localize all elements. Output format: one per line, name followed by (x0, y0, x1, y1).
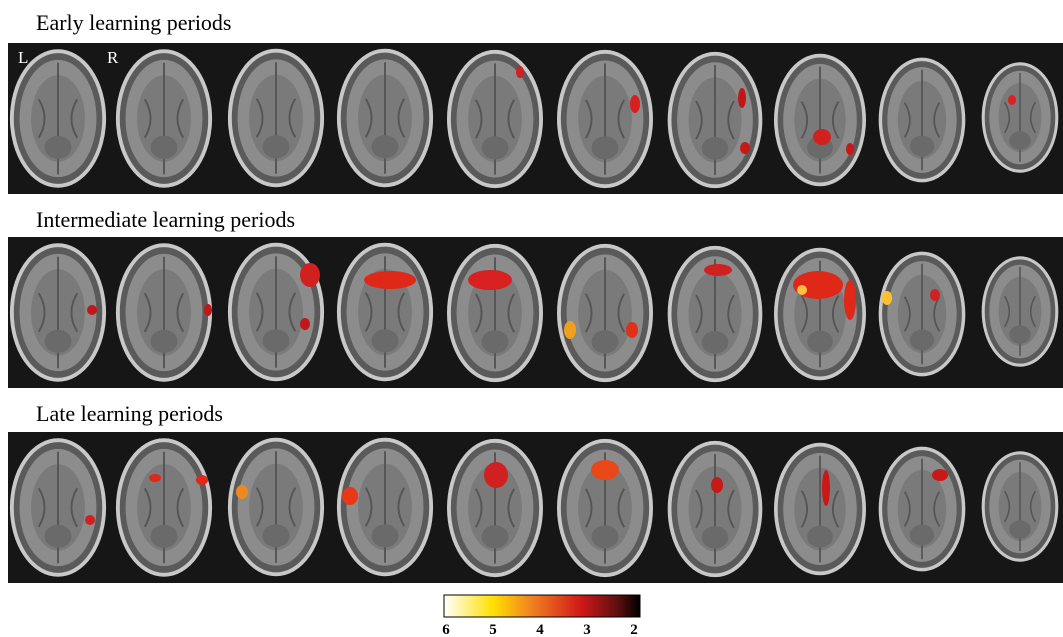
colorbar-tick-label: 4 (536, 622, 544, 637)
panel-title: Early learning periods (36, 10, 232, 35)
colorbar-ticks: 6 5 4 3 2 (442, 622, 638, 637)
slice-row (8, 237, 1063, 388)
panel-title: Late learning periods (36, 401, 223, 426)
colorbar-tick-label: 6 (442, 622, 450, 637)
colorbar-tick-label: 3 (583, 622, 591, 637)
orientation-label: L (18, 48, 28, 67)
colorbar-tick-label: 5 (489, 622, 497, 637)
slice-row: L R (8, 43, 1063, 194)
colorbar (443, 594, 641, 618)
panel-title: Intermediate learning periods (36, 207, 295, 232)
orientation-label: R (107, 48, 119, 67)
slice-row (8, 432, 1063, 583)
colorbar-tick-label: 2 (630, 622, 638, 637)
